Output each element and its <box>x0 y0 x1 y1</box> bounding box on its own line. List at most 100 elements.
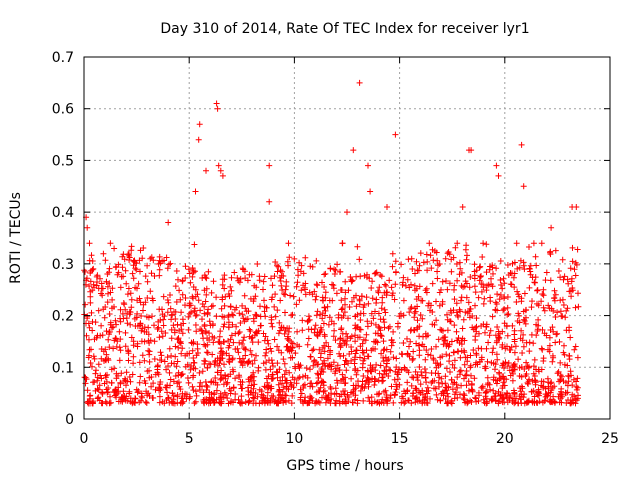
data-point <box>173 268 180 274</box>
data-point <box>348 278 355 285</box>
data-point <box>520 343 527 350</box>
data-point <box>166 345 173 352</box>
data-point <box>571 346 578 353</box>
data-point <box>553 331 560 338</box>
data-point <box>513 299 520 305</box>
data-point <box>365 383 372 390</box>
data-point <box>262 333 269 340</box>
data-point <box>350 294 357 301</box>
data-point <box>316 346 323 353</box>
data-point <box>215 338 222 345</box>
data-point <box>312 322 319 329</box>
data-point <box>152 386 159 393</box>
data-point <box>205 268 212 275</box>
data-point <box>528 388 535 395</box>
data-point <box>517 257 524 264</box>
data-point <box>467 362 474 369</box>
data-point <box>387 348 394 355</box>
data-point <box>102 398 109 405</box>
data-point <box>242 352 249 359</box>
data-point <box>330 282 337 289</box>
data-point <box>484 381 491 388</box>
data-point <box>327 349 334 356</box>
data-point <box>462 372 469 379</box>
data-point <box>493 301 500 307</box>
data-point <box>327 384 334 390</box>
data-point <box>175 369 182 376</box>
data-point <box>98 375 105 382</box>
data-point <box>518 327 525 334</box>
data-point <box>102 257 109 264</box>
data-point <box>298 390 305 397</box>
data-point <box>380 354 387 361</box>
data-point <box>135 280 142 287</box>
y-axis-label: ROTI / TECUs <box>8 192 24 284</box>
data-point <box>211 361 218 368</box>
data-point <box>362 381 369 388</box>
data-point <box>282 286 289 293</box>
data-point <box>130 275 137 282</box>
data-point <box>534 326 541 333</box>
data-point <box>428 265 435 272</box>
data-point <box>425 302 432 309</box>
data-point <box>226 342 233 349</box>
data-point <box>148 383 155 390</box>
data-point <box>404 379 411 386</box>
data-point <box>507 347 514 353</box>
data-point <box>359 349 366 356</box>
data-point <box>260 392 267 399</box>
data-point <box>211 400 218 406</box>
data-point <box>289 392 296 399</box>
data-point-peak <box>350 147 357 154</box>
data-point <box>252 293 259 300</box>
data-point <box>436 302 443 309</box>
data-point <box>287 354 294 361</box>
data-point <box>339 330 346 337</box>
data-point <box>494 324 501 330</box>
data-point <box>453 328 460 335</box>
data-point <box>352 313 359 320</box>
data-point <box>555 268 562 274</box>
data-point <box>567 334 574 341</box>
data-point <box>113 343 120 350</box>
data-point <box>497 392 504 399</box>
data-point <box>296 343 303 350</box>
plot-frame <box>83 56 611 420</box>
data-point <box>569 397 576 404</box>
data-point <box>214 381 221 388</box>
data-point <box>372 367 379 374</box>
data-point <box>544 375 551 382</box>
data-point <box>175 379 182 386</box>
data-point <box>150 257 157 264</box>
data-point <box>156 393 163 400</box>
data-point <box>501 306 508 312</box>
data-point <box>504 262 511 268</box>
data-point <box>285 328 292 335</box>
data-point <box>174 336 181 343</box>
data-point <box>95 386 102 393</box>
data-point <box>140 307 146 314</box>
data-point <box>204 335 211 342</box>
data-point <box>517 388 524 395</box>
data-point <box>214 369 221 376</box>
data-point <box>414 398 421 405</box>
data-point <box>293 380 300 387</box>
data-point <box>120 315 127 322</box>
data-point <box>417 312 424 318</box>
data-point <box>148 254 155 261</box>
data-point <box>500 307 507 314</box>
data-point <box>429 280 436 287</box>
data-point <box>147 255 154 262</box>
data-point <box>548 379 555 386</box>
data-point <box>518 373 525 380</box>
data-point <box>203 349 210 356</box>
data-point <box>559 296 566 303</box>
data-point <box>86 336 92 343</box>
data-point <box>561 273 568 280</box>
data-point <box>154 366 161 373</box>
data-point <box>321 342 328 349</box>
data-point <box>190 355 197 361</box>
x-tick-label: 10 <box>285 431 303 447</box>
data-point <box>545 385 552 392</box>
data-point <box>311 357 318 364</box>
